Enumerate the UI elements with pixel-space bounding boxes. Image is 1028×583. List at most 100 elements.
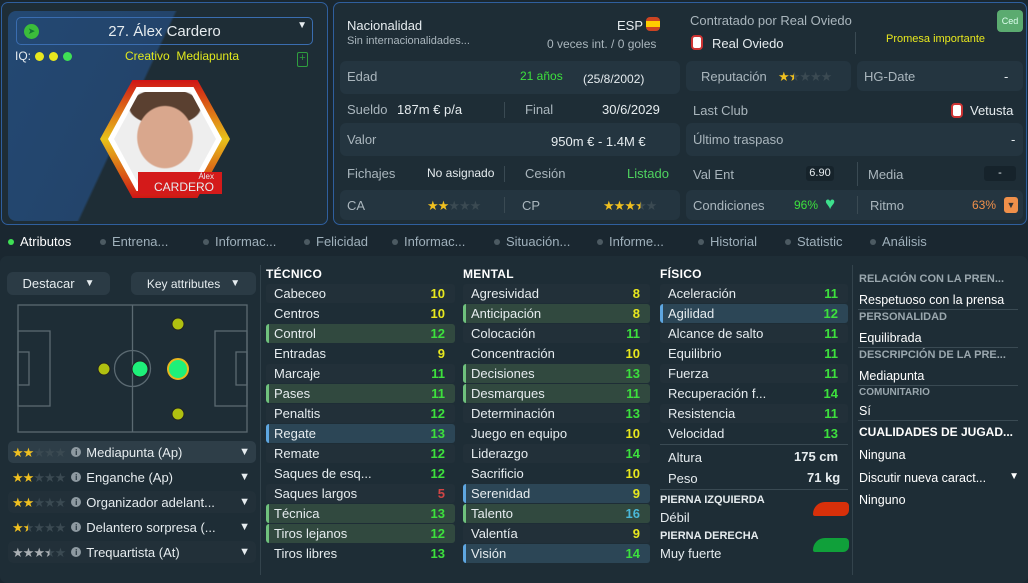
- chevron-down-icon[interactable]: ▼: [239, 546, 250, 558]
- info-icon[interactable]: i: [71, 497, 82, 507]
- attribute-row[interactable]: Cabeceo 10: [266, 284, 455, 303]
- last-club-value[interactable]: Vetusta: [970, 103, 1014, 118]
- attribute-row[interactable]: Aceleración 11: [660, 284, 848, 303]
- club-name[interactable]: Real Oviedo: [712, 36, 784, 51]
- attribute-row[interactable]: Control 12: [266, 324, 455, 343]
- attribute-row[interactable]: Juego en equipo 10: [463, 424, 650, 443]
- cp-stars: ★★★★★: [603, 198, 657, 213]
- role-item[interactable]: ★★★★★ i Delantero sorpresa (... ▼: [8, 516, 256, 538]
- weight-value: 71 kg: [807, 470, 841, 485]
- chevron-down-icon[interactable]: ▼: [239, 496, 250, 508]
- chevron-down-icon[interactable]: ▼: [239, 521, 250, 533]
- ca-stars: ★★★★★: [427, 198, 481, 213]
- tab-4[interactable]: Informac...: [392, 234, 465, 249]
- player-selector[interactable]: ➤ 27. Álex Cardero ▼: [16, 17, 313, 45]
- info-icon[interactable]: i: [71, 447, 82, 457]
- tab-dot-icon: [870, 238, 876, 245]
- clipboard-add-icon[interactable]: +: [297, 52, 308, 67]
- attribute-name: Técnica: [274, 506, 320, 521]
- tab-label: Informe...: [609, 234, 664, 249]
- transfer-label: Fichajes: [347, 166, 396, 181]
- age-label: Edad: [347, 69, 378, 84]
- attribute-row[interactable]: Desmarques 11: [463, 384, 650, 403]
- attribute-row[interactable]: Velocidad 13: [660, 424, 848, 443]
- info-icon[interactable]: i: [71, 547, 82, 557]
- attribute-row[interactable]: Penaltis 12: [266, 404, 455, 423]
- tab-2[interactable]: Informac...: [203, 234, 276, 249]
- attribute-row[interactable]: Tiros libres 13: [266, 544, 455, 563]
- attribute-row[interactable]: Concentración 10: [463, 344, 650, 363]
- attribute-row[interactable]: Agilidad 12: [660, 304, 848, 323]
- star-icon: ★: [12, 444, 24, 460]
- tab-dot-icon: [8, 238, 14, 245]
- discuss-trait-dropdown[interactable]: Discutir nueva caract... ▼: [859, 471, 1019, 485]
- attribute-row[interactable]: Centros 10: [266, 304, 455, 323]
- media-value: -: [984, 166, 1016, 181]
- attribute-row[interactable]: Pases 11: [266, 384, 455, 403]
- attribute-row[interactable]: Agresividad 8: [463, 284, 650, 303]
- chevron-down-icon[interactable]: ▼: [239, 446, 250, 458]
- tab-label: Situación...: [506, 234, 571, 249]
- left-boot-icon: [813, 502, 849, 516]
- attribute-row[interactable]: Alcance de salto 11: [660, 324, 848, 343]
- highlight-dropdown[interactable]: Destacar ▼: [7, 272, 110, 295]
- tab-dot-icon: [494, 238, 500, 245]
- key-attributes-label: Key attributes: [146, 276, 221, 291]
- chevron-down-icon[interactable]: ▼: [239, 471, 250, 483]
- star-icon: ★: [458, 198, 471, 213]
- attribute-row[interactable]: Saques largos 5: [266, 484, 455, 503]
- club-badge-icon: [691, 35, 703, 50]
- tab-8[interactable]: Statistic: [785, 234, 843, 249]
- attribute-name: Aceleración: [668, 286, 736, 301]
- attribute-row[interactable]: Entradas 9: [266, 344, 455, 363]
- tab-7[interactable]: Historial: [698, 234, 757, 249]
- height-label: Altura: [668, 450, 702, 465]
- attribute-row[interactable]: Colocación 11: [463, 324, 650, 343]
- attribute-row[interactable]: Valentía 9: [463, 524, 650, 543]
- attribute-row[interactable]: Serenidad 9: [463, 484, 650, 503]
- info-icon[interactable]: i: [71, 522, 82, 532]
- attribute-value: 11: [824, 326, 838, 341]
- attribute-row[interactable]: Sacrificio 10: [463, 464, 650, 483]
- attribute-name: Cabeceo: [274, 286, 327, 301]
- role-item[interactable]: ★★★★★ i Mediapunta (Ap) ▼: [8, 441, 256, 463]
- attribute-row[interactable]: Recuperación f... 14: [660, 384, 848, 403]
- attribute-name: Centros: [274, 306, 320, 321]
- attribute-row[interactable]: Decisiones 13: [463, 364, 650, 383]
- ca-label: CA: [347, 198, 366, 213]
- card-last-name: CARDERO: [153, 180, 214, 194]
- star-icon: ★: [54, 444, 67, 460]
- attribute-row[interactable]: Saques de esq... 12: [266, 464, 455, 483]
- attribute-row[interactable]: Tiros lejanos 12: [266, 524, 455, 543]
- attribute-row[interactable]: Determinación 13: [463, 404, 650, 423]
- attribute-row[interactable]: Anticipación 8: [463, 304, 650, 323]
- tab-9[interactable]: Análisis: [870, 234, 927, 249]
- tab-0[interactable]: Atributos: [8, 234, 71, 249]
- role-item[interactable]: ★★★★★ i Trequartista (At) ▼: [8, 541, 256, 563]
- chevron-down-icon[interactable]: ▼: [1004, 197, 1018, 213]
- key-attributes-dropdown[interactable]: Key attributes ▼: [131, 272, 256, 295]
- chevron-down-icon: ▼: [297, 20, 307, 31]
- star-icon: ★: [54, 494, 67, 510]
- attribute-value: 9: [632, 526, 640, 541]
- tab-1[interactable]: Entrena...: [100, 234, 168, 249]
- attribute-row[interactable]: Marcaje 11: [266, 364, 455, 383]
- attribute-row[interactable]: Técnica 13: [266, 504, 455, 523]
- attribute-row[interactable]: Visión 14: [463, 544, 650, 563]
- tab-6[interactable]: Informe...: [597, 234, 664, 249]
- attribute-row[interactable]: Fuerza 11: [660, 364, 848, 383]
- role-item[interactable]: ★★★★★ i Enganche (Ap) ▼: [8, 466, 256, 488]
- attribute-row[interactable]: Liderazgo 14: [463, 444, 650, 463]
- attribute-row[interactable]: Equilibrio 11: [660, 344, 848, 363]
- tab-5[interactable]: Situación...: [494, 234, 570, 249]
- attribute-value: 5: [437, 486, 445, 501]
- role-item[interactable]: ★★★★★ i Organizador adelant... ▼: [8, 491, 256, 513]
- tab-3[interactable]: Felicidad: [304, 234, 368, 249]
- wage-value: 187m € p/a: [397, 102, 463, 117]
- attribute-row[interactable]: Talento 16: [463, 504, 650, 523]
- attribute-row[interactable]: Regate 13: [266, 424, 455, 443]
- info-icon[interactable]: i: [71, 472, 82, 482]
- attribute-row[interactable]: Remate 12: [266, 444, 455, 463]
- attribute-row[interactable]: Resistencia 11: [660, 404, 848, 423]
- media-description-value: Mediapunta: [859, 369, 925, 383]
